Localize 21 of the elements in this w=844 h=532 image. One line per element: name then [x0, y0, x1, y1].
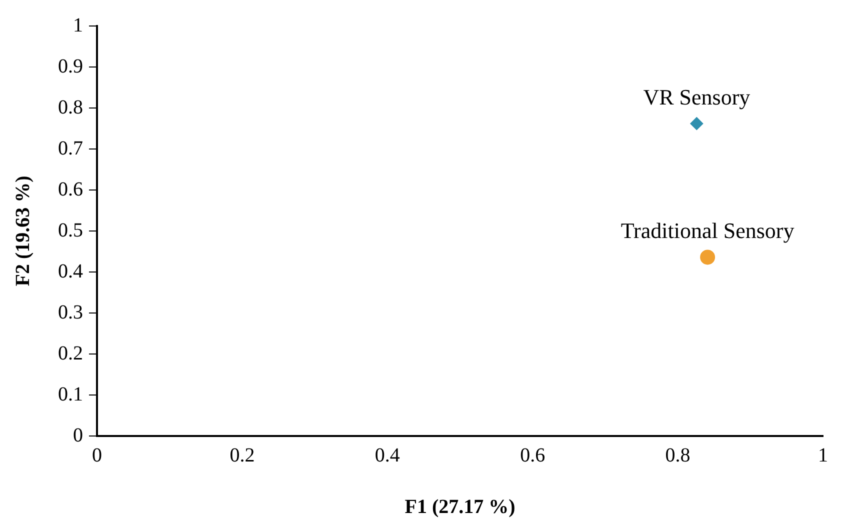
y-tick-label: 0.1: [58, 383, 83, 406]
y-tick-label: 0.2: [58, 342, 83, 364]
x-tick-label: 0: [92, 444, 102, 466]
y-tick-label: 0.6: [58, 178, 83, 200]
series-label: Traditional Sensory: [620, 218, 794, 244]
series-label: VR Sensory: [643, 84, 750, 110]
y-tick-label: 0.5: [58, 219, 83, 242]
x-tick-label: 0.4: [374, 444, 400, 466]
y-tick-label: 0.3: [58, 301, 83, 324]
y-tick-label: 0.9: [58, 55, 83, 78]
x-axis-title: F1 (27.17 %): [404, 496, 516, 518]
y-tick-label: 1: [73, 14, 83, 36]
y-tick-label: 0.8: [58, 96, 83, 118]
y-axis-title: F2 (19.63 %): [12, 176, 34, 286]
x-tick-label: 0.2: [230, 444, 255, 466]
x-tick-label: 0.8: [665, 444, 690, 466]
y-tick-label: 0.7: [58, 137, 83, 160]
x-tick-label: 1: [818, 444, 828, 466]
x-tick-label: 0.6: [520, 444, 546, 466]
y-tick-label: 0.4: [58, 260, 83, 282]
y-tick-label: 0: [73, 424, 83, 446]
